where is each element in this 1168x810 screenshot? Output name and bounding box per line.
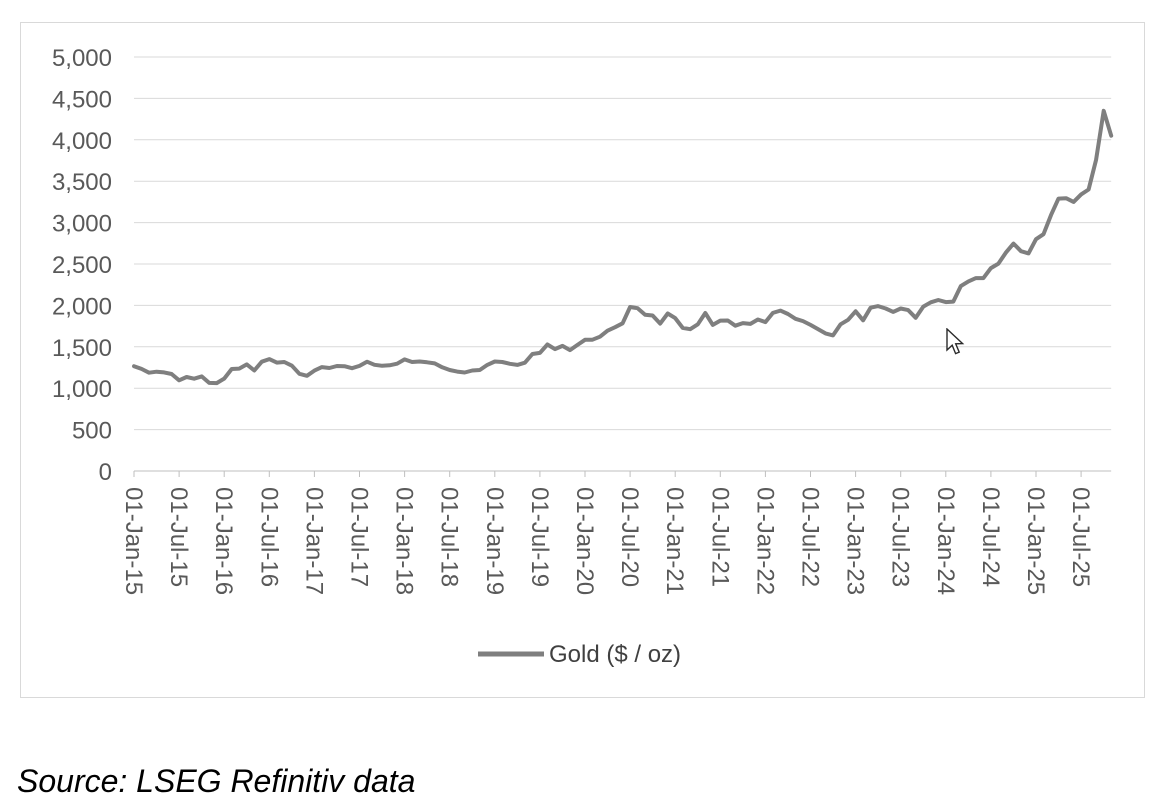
x-tick-label: 01-Jan-23 <box>842 487 869 595</box>
y-tick-label: 2,000 <box>52 293 112 320</box>
y-tick-label: 2,500 <box>52 252 112 279</box>
x-tick-label: 01-Jul-23 <box>887 487 914 587</box>
x-tick-label: 01-Jul-17 <box>346 487 373 587</box>
legend-label: Gold ($ / oz) <box>549 641 681 668</box>
x-tick-label: 01-Jul-22 <box>797 487 824 587</box>
x-tick-label: 01-Jul-21 <box>706 487 733 587</box>
gold-series-line <box>132 108 1114 386</box>
x-tick-label: 01-Jan-15 <box>120 487 147 595</box>
y-tick-label: 1,000 <box>52 376 112 403</box>
y-tick-label: 5,000 <box>52 45 112 72</box>
x-tick-label: 01-Jan-25 <box>1022 487 1049 595</box>
x-tick-label: 01-Jan-17 <box>300 487 327 595</box>
x-tick-label: 01-Jan-21 <box>661 487 688 595</box>
y-tick-label: 4,000 <box>52 128 112 155</box>
y-tick-label: 500 <box>72 418 112 445</box>
chart-panel: 0 500 1,000 1,500 2,000 2,500 3,000 3,500 4,000 4… <box>20 22 1145 698</box>
x-tick-label: 01-Jan-22 <box>751 487 778 595</box>
x-tick-label: 01-Jan-20 <box>571 487 598 595</box>
x-tick-label: 01-Jan-24 <box>932 487 959 595</box>
x-tick-label: 01-Jul-15 <box>165 487 192 587</box>
arrow-pointer-icon <box>946 328 965 355</box>
y-tick-label: 3,000 <box>52 211 112 238</box>
x-tick-label: 01-Jul-25 <box>1067 487 1094 587</box>
x-tick-label: 01-Jul-18 <box>436 487 463 587</box>
x-tick-label: 01-Jul-19 <box>526 487 553 587</box>
y-tick-label: 0 <box>99 459 112 486</box>
y-tick-label: 1,500 <box>52 335 112 362</box>
y-tick-label: 3,500 <box>52 169 112 196</box>
source-note: Source: LSEG Refinitiv data <box>17 763 416 799</box>
x-tick-label: 01-Jul-24 <box>977 487 1004 587</box>
x-tick-label: 01-Jul-16 <box>255 487 282 587</box>
x-tick-label: 01-Jul-20 <box>616 487 643 587</box>
x-tick-label: 01-Jan-19 <box>481 487 508 595</box>
chart-canvas: 0 500 1,000 1,500 2,000 2,500 3,000 3,500 4,000 4… <box>52 45 1114 668</box>
x-tick-label: 01-Jan-16 <box>210 487 237 595</box>
x-tick-label: 01-Jan-18 <box>391 487 418 595</box>
y-tick-label: 4,500 <box>52 86 112 113</box>
